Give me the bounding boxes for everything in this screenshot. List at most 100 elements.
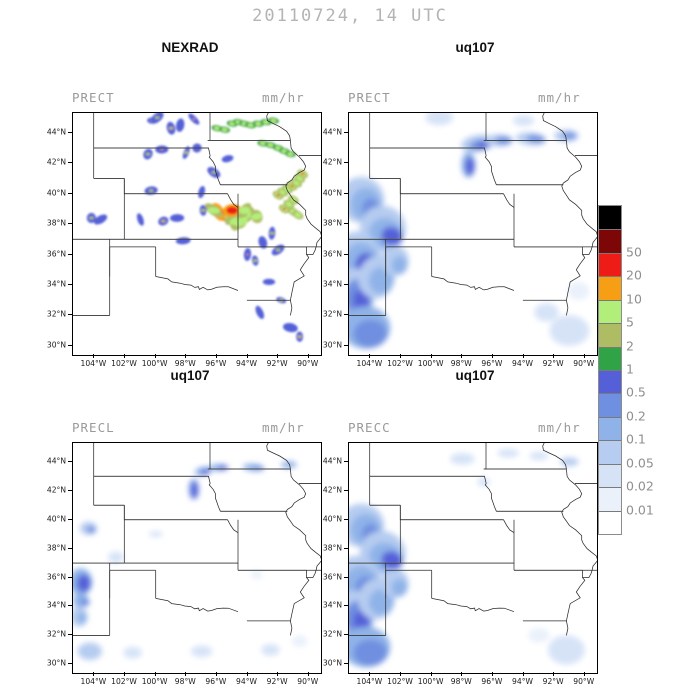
xtick-label: 90°W [573, 359, 595, 368]
xtick-label: 102°W [111, 359, 137, 368]
xtick [369, 354, 371, 358]
precip-field-uq107-precc [349, 443, 597, 668]
colorbar-separator [599, 416, 621, 418]
ytick [68, 314, 72, 316]
ytick [68, 253, 72, 255]
xtick-label: 102°W [387, 359, 413, 368]
ytick-label: 32°N [46, 629, 66, 639]
panel-title-uq107-precc: uq107 [455, 368, 495, 383]
colorbar-label: 1 [626, 361, 634, 377]
colorbar-label: 0.2 [626, 408, 646, 424]
colorbar-label: 0.01 [626, 502, 654, 518]
ytick-label: 34°N [322, 600, 342, 610]
plot-clip-uq107-precc [349, 443, 597, 673]
xtick-label: 92°W [266, 677, 288, 686]
ytick [344, 223, 348, 225]
xtick-label: 90°W [573, 677, 595, 686]
ytick [344, 605, 348, 607]
colorbar-cell [599, 463, 621, 488]
colorbar-separator [599, 393, 621, 395]
plot-clip-uq107-precl [73, 443, 321, 673]
plot-area-nexrad-prect [72, 112, 322, 356]
plot-area-uq107-prect [348, 112, 598, 356]
colorbar-cell [599, 370, 621, 394]
xtick [461, 354, 463, 358]
ytick-label: 30°N [322, 658, 342, 668]
colorbar-cell [599, 440, 621, 464]
ytick [344, 162, 348, 164]
ytick [344, 460, 348, 462]
field-label-uq107-prect: PRECT [348, 90, 391, 105]
ytick [68, 192, 72, 194]
xtick [307, 354, 309, 358]
ytick [68, 576, 72, 578]
colorbar-cell [599, 229, 621, 253]
ytick [344, 283, 348, 285]
ytick [68, 162, 72, 164]
ytick [68, 131, 72, 133]
xtick [430, 672, 432, 676]
precip-field-nexrad-prect [73, 113, 321, 342]
ytick-label: 38°N [322, 543, 342, 553]
xtick-label: 102°W [111, 677, 137, 686]
xtick-label: 96°W [481, 677, 503, 686]
units-label-uq107-precl: mm/hr [262, 420, 305, 435]
ytick-label: 38°N [46, 543, 66, 553]
ytick [68, 663, 72, 665]
ytick [344, 489, 348, 491]
colorbar-label: 0.02 [626, 478, 654, 494]
ytick-label: 34°N [46, 279, 66, 289]
ytick [344, 518, 348, 520]
field-label-nexrad-prect: PRECT [72, 90, 115, 105]
xtick-label: 94°W [236, 677, 257, 686]
xtick [369, 672, 371, 676]
xtick [154, 354, 156, 358]
xtick [246, 672, 248, 676]
ytick-label: 32°N [322, 309, 342, 319]
ytick [68, 283, 72, 285]
xtick-label: 98°W [174, 677, 196, 686]
colorbar-separator [599, 346, 621, 348]
xtick-label: 98°W [450, 677, 472, 686]
xtick [491, 672, 493, 676]
xtick [93, 354, 95, 358]
colorbar-label: 20 [626, 267, 642, 283]
colorbar-cell [599, 393, 621, 417]
colorbar-label: 0.1 [626, 431, 646, 447]
colorbar-cell [599, 206, 621, 230]
ytick [68, 605, 72, 607]
colorbar-separator [599, 463, 621, 465]
field-label-uq107-precc: PRECC [348, 420, 391, 435]
ytick-label: 36°N [322, 249, 342, 259]
xtick [522, 672, 524, 676]
ytick-label: 40°N [322, 188, 342, 198]
xtick [277, 354, 279, 358]
ytick [344, 634, 348, 636]
ytick [68, 223, 72, 225]
xtick-label: 92°W [542, 359, 564, 368]
colorbar-cell [599, 346, 621, 370]
ytick [344, 576, 348, 578]
ytick-label: 44°N [322, 127, 342, 137]
xtick-label: 94°W [512, 359, 533, 368]
xtick [277, 672, 279, 676]
ytick-label: 30°N [46, 658, 66, 668]
colorbar-separator [599, 510, 621, 512]
ytick [344, 344, 348, 346]
xtick-label: 90°W [297, 677, 319, 686]
ytick [68, 634, 72, 636]
colorbar-label: 0.5 [626, 384, 646, 400]
xtick-label: 90°W [297, 359, 319, 368]
colorbar-cell [599, 487, 621, 511]
xtick-label: 96°W [481, 359, 503, 368]
ytick-label: 30°N [322, 340, 342, 350]
colorbar-separator [599, 252, 621, 254]
ytick [68, 460, 72, 462]
panel-title-uq107-prect: uq107 [455, 40, 495, 55]
colorbar-cell [599, 416, 621, 441]
ytick-label: 32°N [322, 629, 342, 639]
colorbar-separator [599, 299, 621, 301]
ytick-label: 44°N [322, 456, 342, 466]
xtick [124, 672, 126, 676]
ytick-label: 38°N [46, 218, 66, 228]
